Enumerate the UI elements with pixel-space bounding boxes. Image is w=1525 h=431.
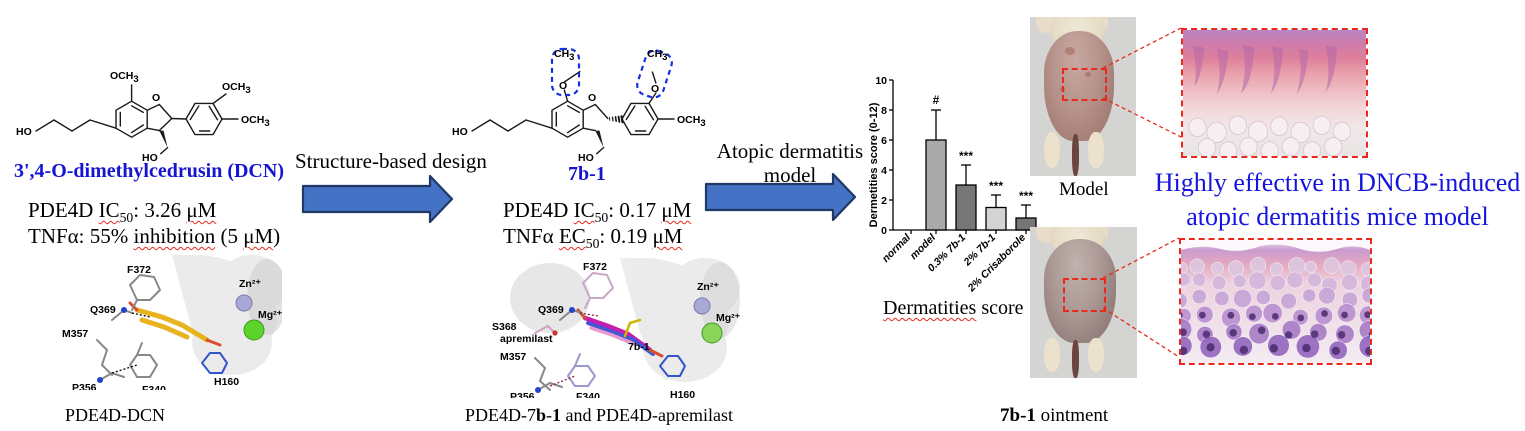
svg-text:0: 0 — [881, 225, 887, 237]
svg-text:8: 8 — [881, 105, 887, 117]
svg-text:HO: HO — [452, 126, 468, 138]
svg-text:F340: F340 — [142, 384, 166, 390]
svg-text:CH3: CH3 — [647, 48, 667, 63]
svg-text:O: O — [588, 92, 596, 104]
svg-text:2: 2 — [881, 195, 887, 207]
svg-text:OCH3: OCH3 — [677, 114, 706, 129]
svg-text:P356: P356 — [510, 391, 535, 398]
svg-text:S368: S368 — [492, 321, 517, 333]
svg-text:7b-1: 7b-1 — [628, 341, 650, 353]
svg-text:#: # — [933, 93, 940, 107]
svg-text:HO: HO — [16, 126, 32, 138]
svg-text:M357: M357 — [500, 351, 526, 363]
svg-text:F372: F372 — [583, 261, 607, 273]
svg-text:4: 4 — [881, 165, 887, 177]
svg-text:apremilast: apremilast — [500, 333, 553, 345]
svg-text:6: 6 — [881, 135, 887, 147]
svg-text:Mg²⁺: Mg²⁺ — [716, 312, 740, 324]
svg-text:OCH3: OCH3 — [110, 70, 139, 85]
svg-text:P356: P356 — [72, 382, 97, 390]
svg-text:10: 10 — [875, 75, 887, 87]
svg-text:Q369: Q369 — [90, 304, 116, 316]
svg-text:H160: H160 — [670, 389, 695, 398]
svg-text:O: O — [152, 92, 160, 104]
svg-text:***: *** — [959, 149, 973, 163]
svg-text:***: *** — [989, 179, 1003, 193]
svg-text:M357: M357 — [62, 328, 88, 340]
svg-text:Zn²⁺: Zn²⁺ — [697, 281, 719, 293]
svg-text:F372: F372 — [127, 264, 151, 276]
svg-text:H160: H160 — [214, 376, 239, 388]
svg-text:O: O — [651, 83, 659, 95]
svg-text:Zn²⁺: Zn²⁺ — [239, 278, 261, 290]
svg-text:***: *** — [1019, 189, 1033, 203]
svg-text:O: O — [559, 80, 567, 92]
svg-text:F340: F340 — [576, 391, 600, 398]
svg-text:Q369: Q369 — [538, 304, 564, 316]
svg-text:OCH3: OCH3 — [241, 114, 270, 129]
svg-text:Mg²⁺: Mg²⁺ — [258, 309, 282, 321]
